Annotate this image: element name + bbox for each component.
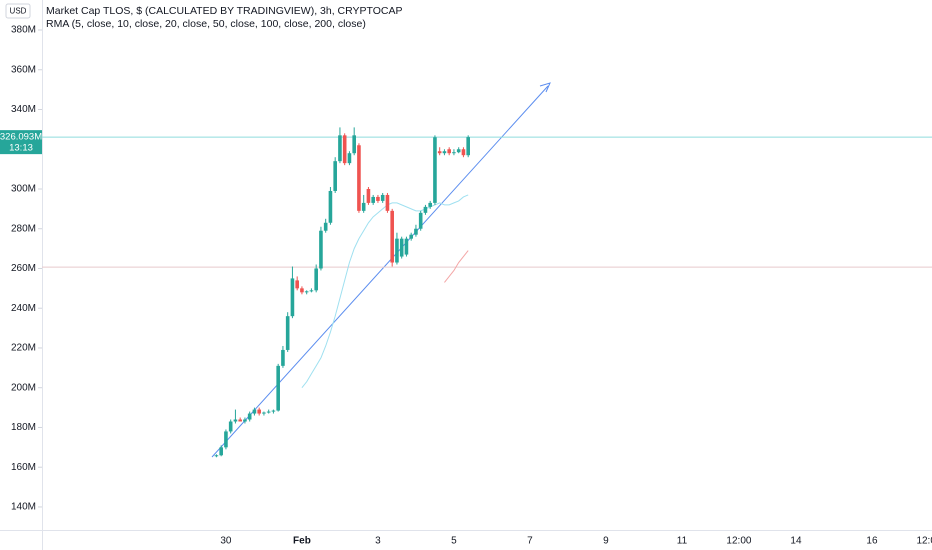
x-tick-label: Feb xyxy=(293,536,311,547)
candle-body xyxy=(266,411,271,413)
candle-body xyxy=(285,316,290,350)
x-tick-label: 9 xyxy=(603,536,609,547)
candle-body xyxy=(281,349,285,366)
y-tick-label: 280M xyxy=(11,223,36,234)
candle-body xyxy=(361,202,366,211)
trend-arrow xyxy=(539,82,551,93)
candle-body xyxy=(233,419,238,422)
y-tick-label: 200M xyxy=(11,382,36,393)
candle-body xyxy=(257,409,261,414)
candle-body xyxy=(328,190,333,223)
x-tick-label: 12:00 xyxy=(726,536,751,547)
price-label-box xyxy=(0,130,42,155)
candle-body xyxy=(442,151,447,154)
candle-body xyxy=(214,455,219,457)
price-axis: 140M160M180M200M220M240M260M280M300M320M… xyxy=(0,25,42,513)
candle-body xyxy=(271,410,276,412)
candle-body xyxy=(309,290,314,292)
y-tick-label: 340M xyxy=(11,104,36,115)
candle-body xyxy=(380,194,385,201)
candle-body xyxy=(338,135,342,162)
x-tick-label: 30 xyxy=(220,536,232,547)
candle-body xyxy=(357,145,361,211)
candle-body xyxy=(447,149,451,154)
candle-body xyxy=(295,280,299,289)
candle-body xyxy=(224,431,228,448)
candle-body xyxy=(252,409,257,414)
candle-body xyxy=(452,152,456,154)
candle-body xyxy=(376,196,380,201)
candle-body xyxy=(390,210,394,263)
y-tick-label: 240M xyxy=(11,303,36,314)
candle-body xyxy=(276,365,280,411)
candle-body xyxy=(247,413,252,420)
x-tick-label: 5 xyxy=(451,536,457,547)
chart-title: Market Cap TLOS, $ (CALCULATED BY TRADIN… xyxy=(46,5,403,17)
candle-body xyxy=(461,149,466,156)
candle-body xyxy=(300,288,304,293)
candle-body xyxy=(423,206,428,213)
candle-body xyxy=(352,135,356,154)
candle-body xyxy=(371,196,375,203)
candle-body xyxy=(418,212,423,229)
x-tick-label: 11 xyxy=(677,536,688,547)
time-axis: 30 Feb 3 5 7 9 11 12:00 14 16 12:00 xyxy=(220,536,932,547)
candle-body xyxy=(456,149,461,153)
y-tick-label: 360M xyxy=(11,64,36,75)
y-tick-label: 180M xyxy=(11,422,36,433)
candle-body xyxy=(333,161,337,191)
candle-body xyxy=(395,238,399,263)
y-tick-label: 260M xyxy=(11,263,36,274)
candle-body xyxy=(262,412,266,414)
candle-body xyxy=(314,268,318,291)
candle-body xyxy=(238,419,242,422)
countdown: 13:13 xyxy=(9,143,33,154)
candle-body xyxy=(437,151,442,154)
candle-body xyxy=(290,278,295,317)
currency-label: USD xyxy=(10,7,27,16)
indicator-legend[interactable]: RMA (5, close, 10, close, 20, close, 50,… xyxy=(46,18,366,30)
candle-body xyxy=(428,202,432,207)
plot-area xyxy=(42,82,932,458)
candle-body xyxy=(342,135,347,164)
x-tick-label: 14 xyxy=(790,536,802,547)
candle-body xyxy=(323,222,328,231)
candle-body xyxy=(366,188,371,203)
x-tick-label: 16 xyxy=(866,536,878,547)
candle-body xyxy=(414,228,418,235)
candle-body xyxy=(228,421,233,432)
candle-body xyxy=(399,238,404,257)
candle-body xyxy=(385,194,390,211)
candle-body xyxy=(219,447,223,456)
y-tick-label: 160M xyxy=(11,462,36,473)
currency-box[interactable] xyxy=(5,3,31,19)
candle-body xyxy=(404,238,409,255)
y-tick-label: 140M xyxy=(11,502,36,513)
candle-body xyxy=(304,291,309,293)
x-tick-label: 7 xyxy=(527,536,533,547)
y-tick-label: 220M xyxy=(11,343,36,354)
x-tick-label: 12:00 xyxy=(916,536,932,547)
price-label: 326.093M xyxy=(0,132,42,143)
indicator-line xyxy=(444,250,469,283)
trend-line[interactable] xyxy=(211,85,549,458)
candle-body xyxy=(409,234,413,239)
candle-body xyxy=(319,230,323,269)
candle-body xyxy=(243,419,247,422)
candle-body xyxy=(433,137,437,203)
candle-body xyxy=(347,153,352,164)
y-tick-label: 380M xyxy=(11,25,36,36)
x-tick-label: 3 xyxy=(375,536,381,547)
indicator-line xyxy=(301,194,469,389)
candle-body xyxy=(466,137,470,156)
y-tick-label: 300M xyxy=(11,184,36,195)
